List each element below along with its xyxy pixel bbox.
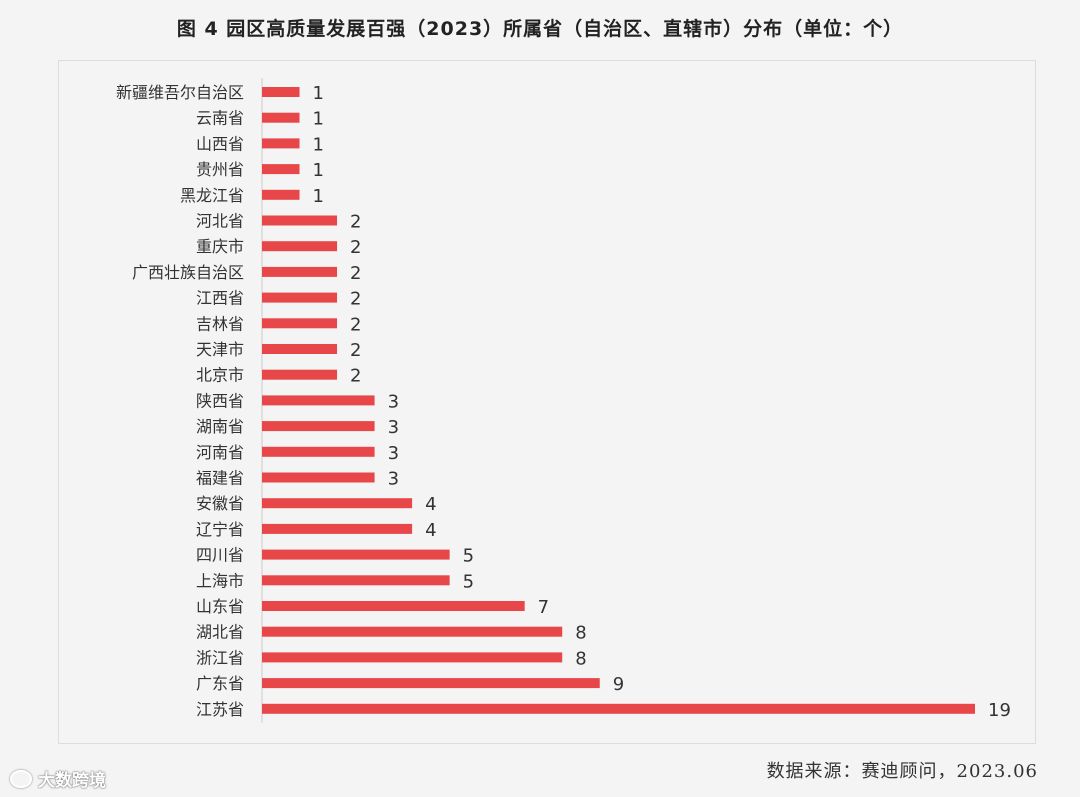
bar [262,652,563,663]
data-label: 1 [313,83,324,104]
bar [262,112,300,123]
data-label: 1 [313,134,324,155]
data-label: 2 [350,237,361,258]
bar [262,626,563,637]
category-label: 河南省 [196,443,244,462]
bar [262,678,600,689]
data-label: 19 [988,700,1011,721]
brand-watermark: 大数跨境 [10,766,106,791]
bar [262,369,338,380]
data-label: 2 [350,366,361,387]
bar [262,549,450,560]
category-label: 安徽省 [196,494,244,513]
bar [262,703,975,714]
data-label: 8 [575,648,586,669]
bar [262,241,338,252]
category-label: 江苏省 [196,700,244,719]
category-label: 上海市 [196,571,244,590]
data-label: 2 [350,289,361,310]
category-label: 山东省 [196,597,244,616]
data-label: 4 [425,494,436,515]
category-label: 北京市 [196,366,244,385]
category-label: 重庆市 [196,237,244,256]
data-label: 1 [313,186,324,207]
bar [262,266,338,277]
data-source-note: 数据来源：赛迪顾问，2023.06 [766,761,1038,782]
data-label: 5 [463,571,474,592]
category-label: 四川省 [196,546,244,565]
bar [262,472,375,483]
category-label: 山西省 [196,134,244,153]
bar [262,601,525,611]
data-label: 9 [613,674,624,695]
bar [262,395,375,406]
data-label: 8 [575,623,586,644]
category-label: 江西省 [196,289,244,308]
category-label: 云南省 [196,109,244,128]
data-label: 3 [388,391,399,412]
bar [262,292,338,303]
category-label: 贵州省 [196,160,244,179]
bar [262,87,300,97]
category-label: 辽宁省 [196,520,244,539]
data-label: 4 [425,520,436,541]
data-label: 3 [388,417,399,438]
bar [262,215,338,226]
category-label: 吉林省 [196,314,244,333]
bar [262,189,300,200]
data-label: 2 [350,263,361,284]
bar [262,446,375,457]
bar [262,498,413,509]
data-label: 5 [463,546,474,567]
category-label: 新疆维吾尔自治区 [116,83,244,102]
bar [262,318,338,329]
chart-title: 图 4 园区高质量发展百强（2023）所属省（自治区、直辖市）分布（单位：个） [176,18,904,40]
data-label: 1 [313,160,324,181]
data-label: 7 [538,597,549,618]
category-label: 广东省 [196,674,244,693]
category-label: 天津市 [196,340,244,359]
bar [262,138,300,149]
category-label: 湖南省 [196,417,244,436]
bar [262,523,413,534]
data-label: 2 [350,212,361,233]
data-label: 3 [388,443,399,464]
category-label: 湖北省 [196,623,244,642]
category-label: 河北省 [196,212,244,231]
brand-text: 大数跨境 [38,771,106,791]
bar [262,421,375,432]
data-label: 3 [388,469,399,490]
category-label: 陕西省 [196,391,244,410]
data-label: 2 [350,340,361,361]
bar [262,164,300,175]
bar [262,344,338,354]
category-label: 黑龙江省 [180,186,244,205]
weibo-icon [10,769,32,788]
category-label: 福建省 [196,469,244,488]
data-label: 2 [350,314,361,335]
data-label: 1 [313,109,324,130]
bar [262,575,450,586]
category-label: 浙江省 [196,648,244,667]
category-label: 广西壮族自治区 [132,263,244,282]
